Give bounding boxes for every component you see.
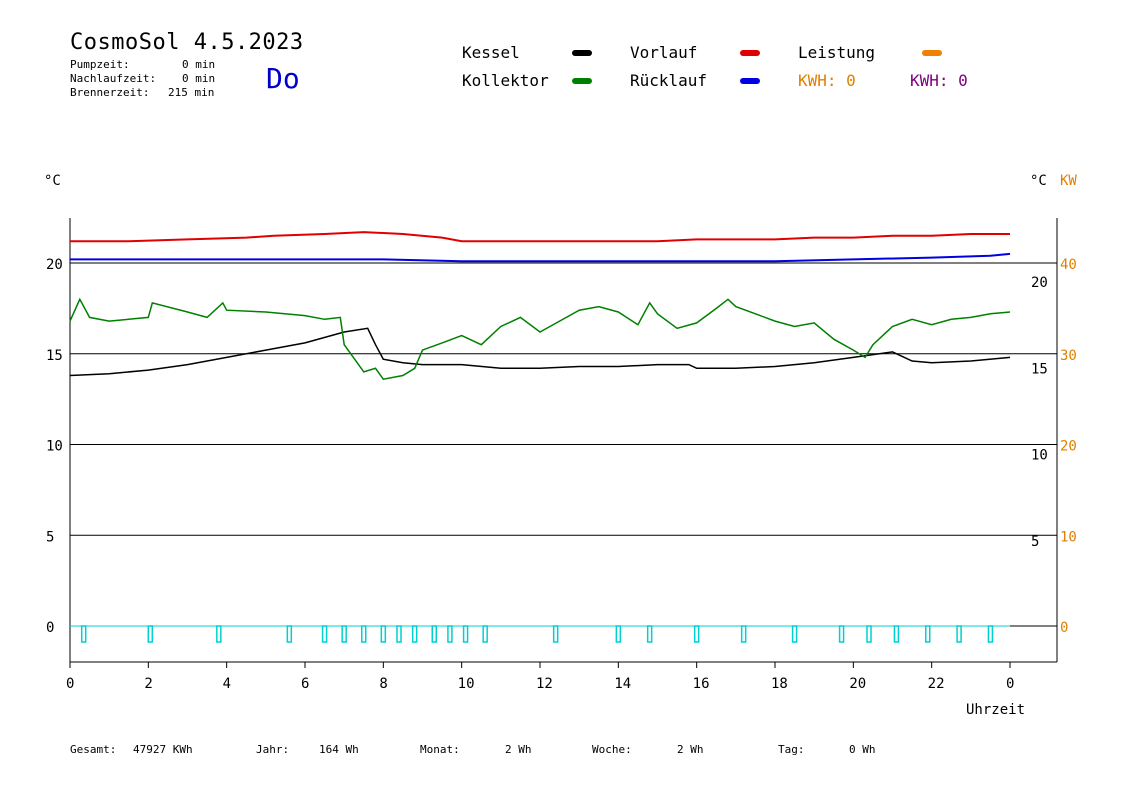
y-left-unit-label: °C xyxy=(44,173,61,189)
y-left-tick-label: 5 xyxy=(46,529,54,545)
legend-kwh-2: KWH: 0 xyxy=(910,71,968,90)
weekday-label: Do xyxy=(266,62,300,95)
y-right-tick-label: 10 xyxy=(1031,448,1048,464)
legend-leistung-swatch xyxy=(922,50,942,56)
legend-kollektor-swatch xyxy=(572,78,592,84)
series-line-kollektor xyxy=(69,297,1011,381)
pump-pulse xyxy=(411,625,418,643)
stat-value: 215 min xyxy=(168,86,215,99)
pump-pulse xyxy=(80,625,87,643)
pump-pulse xyxy=(462,625,469,643)
stat-value: 0 min xyxy=(182,72,216,85)
y-left-tick-label: 10 xyxy=(46,439,63,455)
legend-kollektor-label: Kollektor xyxy=(462,71,549,90)
x-tick-label: 2 xyxy=(144,676,152,692)
pump-pulse xyxy=(987,625,994,643)
x-tick-label: 18 xyxy=(771,676,788,692)
legend-ruecklauf-swatch xyxy=(740,78,760,84)
footer-monat-value: 2 Wh xyxy=(505,743,532,756)
stat-label: Brennerzeit: xyxy=(70,86,150,99)
x-tick-label: 14 xyxy=(614,676,631,692)
y-kw-tick-label: 30 xyxy=(1060,348,1077,364)
stat-nachlaufzeit: Nachlaufzeit: xyxy=(70,72,156,85)
stat-value: 0 min xyxy=(182,58,216,71)
legend-vorlauf-swatch xyxy=(740,50,760,56)
stat-label: Pumpzeit: xyxy=(70,58,130,71)
x-tick-label: 8 xyxy=(379,676,387,692)
footer-jahr-label: Jahr: xyxy=(256,743,290,756)
page-title: CosmoSol 4.5.2023 xyxy=(70,30,304,55)
legend-vorlauf-label: Vorlauf xyxy=(630,43,698,62)
y-right-tick-label: 15 xyxy=(1031,361,1048,377)
x-axis-label: Uhrzeit xyxy=(966,702,1025,718)
footer-tag-value: 0 Wh xyxy=(849,743,876,756)
pump-pulse xyxy=(615,625,622,643)
pump-pulse xyxy=(925,625,931,643)
pump-pulse xyxy=(380,625,387,643)
y-kw-tick-label: 40 xyxy=(1060,257,1077,273)
y-left-tick-label: 15 xyxy=(46,348,63,364)
legend-kwh-1: KWH: 0 xyxy=(798,71,856,90)
pump-pulse xyxy=(396,625,402,643)
x-tick-label: 16 xyxy=(693,676,710,692)
pump-pulse xyxy=(693,625,700,643)
pump-pulse xyxy=(286,625,293,643)
footer-jahr-value: 164 Wh xyxy=(319,743,359,756)
y-right-tick-label: 20 xyxy=(1031,275,1048,291)
series-line-ruecklauf xyxy=(70,252,1011,263)
x-tick-label: 0 xyxy=(1006,676,1014,692)
legend-ruecklauf-label: Rücklauf xyxy=(630,71,708,90)
y-left-tick-label: 20 xyxy=(46,257,63,273)
footer-monat-label: Monat: xyxy=(420,743,460,756)
pump-pulse xyxy=(341,625,347,643)
x-tick-label: 22 xyxy=(928,676,945,692)
x-tick-label: 20 xyxy=(849,676,866,692)
x-tick-label: 12 xyxy=(536,676,553,692)
pump-pulse xyxy=(321,625,328,643)
stat-brennerzeit: Brennerzeit: xyxy=(70,86,149,99)
pump-pulse xyxy=(447,625,453,643)
legend-kessel-swatch xyxy=(572,50,592,56)
pump-pulse xyxy=(482,625,488,643)
pump-pulse xyxy=(216,625,222,643)
stat-label: Nachlaufzeit: xyxy=(70,72,157,85)
pump-pulse xyxy=(361,625,367,643)
footer-woche-value: 2 Wh xyxy=(677,743,704,756)
y-left-tick-label: 0 xyxy=(46,620,54,636)
pump-pulse xyxy=(646,625,653,643)
y-kw-unit-label: KW xyxy=(1060,173,1077,189)
pump-pulse xyxy=(893,625,900,643)
stat-pumpzeit: Pumpzeit: xyxy=(70,58,130,71)
pump-pulse xyxy=(956,625,962,643)
series-line-kessel xyxy=(69,327,1011,377)
x-tick-label: 10 xyxy=(458,676,475,692)
y-kw-tick-label: 10 xyxy=(1060,529,1077,545)
y-right-tick-label: 5 xyxy=(1031,534,1039,550)
pump-pulse xyxy=(791,625,798,643)
y-kw-tick-label: 0 xyxy=(1060,620,1068,636)
x-tick-label: 6 xyxy=(301,676,309,692)
y-right-unit-label: °C xyxy=(1030,173,1047,189)
legend-kessel-label: Kessel xyxy=(462,43,520,62)
footer-woche-label: Woche: xyxy=(592,743,632,756)
series-line-vorlauf xyxy=(70,231,1010,243)
pump-pulse xyxy=(866,625,872,643)
footer-gesamt-value: 47927 KWh xyxy=(133,743,193,756)
pump-pulse xyxy=(552,625,559,643)
pump-pulse xyxy=(740,625,747,643)
y-kw-tick-label: 20 xyxy=(1060,439,1077,455)
footer-gesamt-label: Gesamt: xyxy=(70,743,117,756)
pump-pulse xyxy=(431,625,437,643)
footer-tag-label: Tag: xyxy=(778,743,805,756)
pump-pulse xyxy=(838,625,845,643)
pump-pulse xyxy=(147,625,154,643)
legend-leistung-label: Leistung xyxy=(798,43,876,62)
x-tick-label: 4 xyxy=(223,676,231,692)
x-tick-label: 0 xyxy=(66,676,74,692)
